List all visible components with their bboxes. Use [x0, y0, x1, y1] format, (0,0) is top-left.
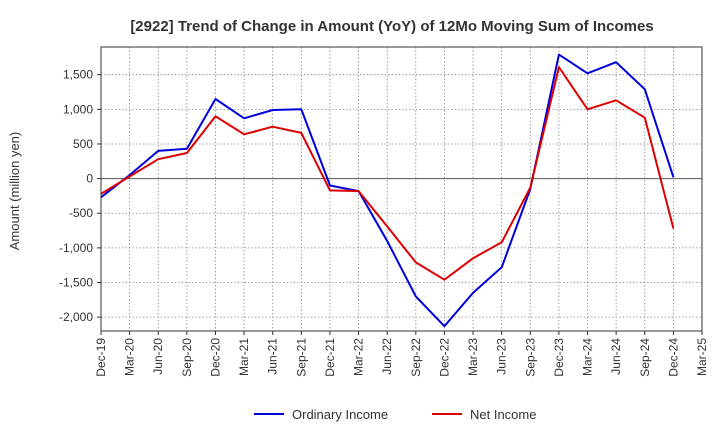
x-tick-label: Jun-23	[495, 338, 509, 375]
x-tick-label: Sep-23	[523, 338, 537, 377]
x-tick-label: Mar-21	[237, 338, 251, 376]
x-axis-ticks: Dec-19 Mar-20 Jun-20 Sep-20 Dec-20 Mar-21 Jun-…	[94, 331, 709, 377]
plot-frame	[100, 46, 703, 332]
y-axis-ticks: -2,000 -1,500 -1,000 -500 0 500 1,000 1,500	[59, 68, 101, 324]
x-tick-label: Mar-20	[123, 338, 137, 376]
series-line-ordinary-income	[100, 53, 675, 328]
y-axis-label: Amount (million yen)	[7, 132, 22, 251]
x-tick-label: Mar-25	[695, 338, 709, 376]
x-tick-label: Sep-24	[638, 338, 652, 377]
x-tick-label: Jun-20	[151, 338, 165, 375]
x-tick-label: Jun-22	[380, 338, 394, 375]
x-tick-label: Jun-24	[609, 338, 623, 375]
y-tick-label: 500	[73, 137, 93, 151]
legend-label: Net Income	[470, 407, 536, 422]
x-tick-label: Dec-22	[437, 338, 451, 377]
x-tick-label: Dec-21	[323, 338, 337, 377]
legend: Ordinary Income Net Income	[254, 407, 536, 422]
x-tick-label: Sep-22	[409, 338, 423, 377]
y-tick-label: 1,500	[63, 68, 93, 82]
x-tick-label: Mar-23	[466, 338, 480, 376]
x-tick-label: Mar-24	[581, 338, 595, 376]
grid	[100, 47, 703, 331]
plot-area	[101, 47, 702, 331]
series-lines	[100, 53, 675, 328]
x-tick-label: Dec-24	[666, 338, 680, 377]
x-tick-label: Sep-20	[180, 338, 194, 377]
x-tick-label: Jun-21	[266, 338, 280, 375]
x-tick-label: Dec-23	[552, 338, 566, 377]
x-tick-label: Sep-21	[294, 338, 308, 377]
series-line-net-income	[100, 66, 675, 281]
y-tick-label: -1,500	[59, 276, 93, 290]
y-tick-label: 0	[86, 172, 93, 186]
x-tick-label: Mar-22	[352, 338, 366, 376]
y-tick-label: -500	[69, 206, 93, 220]
x-tick-label: Dec-19	[94, 338, 108, 377]
plot-background	[101, 47, 702, 331]
y-tick-label: -1,000	[59, 241, 93, 255]
y-tick-label: 1,000	[63, 102, 93, 116]
legend-label: Ordinary Income	[292, 407, 388, 422]
x-tick-label: Dec-20	[208, 338, 222, 377]
chart-title: [2922] Trend of Change in Amount (YoY) o…	[130, 18, 653, 35]
y-tick-label: -2,000	[59, 310, 93, 324]
plot-border	[100, 46, 703, 332]
